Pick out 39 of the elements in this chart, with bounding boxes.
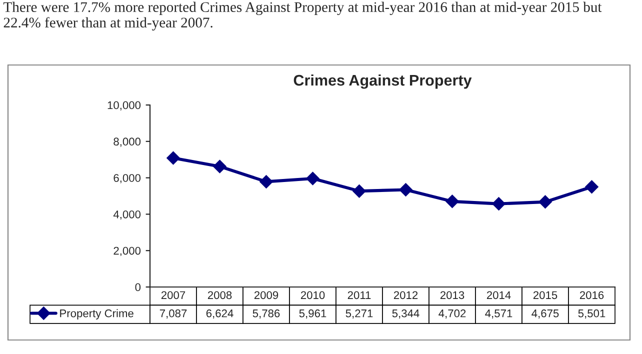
chart-title: Crimes Against Property — [294, 74, 472, 89]
x-tick-label: 2011 — [348, 291, 371, 300]
x-tick-label: 2010 — [300, 291, 325, 300]
point — [260, 175, 273, 188]
data-label: 5,501 — [578, 309, 606, 319]
x-tick-label: 2014 — [486, 291, 511, 300]
y-tick-label: 4,000 — [113, 210, 141, 220]
x-tick-label: 2009 — [254, 291, 278, 300]
point — [538, 195, 552, 209]
data-label: 4,702 — [438, 309, 466, 319]
legend-label: Property Crime — [60, 309, 134, 320]
point — [585, 180, 598, 194]
point — [399, 183, 412, 196]
x-tick-label: 2008 — [208, 291, 232, 300]
x-tick-label: 2016 — [580, 291, 604, 300]
y-tick-label: 2,000 — [114, 246, 141, 256]
data-label: 6,624 — [206, 309, 234, 319]
data-label: 5,786 — [252, 309, 280, 319]
point — [492, 197, 506, 210]
data-label: 4,571 — [485, 310, 512, 319]
x-tick-label: 2013 — [440, 291, 464, 300]
y-tick-label: 0 — [135, 283, 141, 292]
data-label: 5,961 — [299, 309, 326, 319]
data-label: 7,087 — [160, 309, 187, 319]
point — [306, 172, 320, 186]
data-label: 5,271 — [346, 309, 373, 319]
x-tick-label: 2015 — [533, 291, 558, 300]
text: There were 17.7% more reported Crimes Against Property at mid-year 2016 than at mid-year 2015 but 22.4% fewer than at mid-year 2007. — [3, 2, 602, 31]
y-tick-label: 8,000 — [114, 138, 141, 147]
point — [446, 194, 459, 208]
point — [213, 160, 226, 174]
x-tick-label: 2012 — [394, 291, 418, 300]
x-tick-label: 2007 — [161, 291, 186, 300]
y-tick-label: 6,000 — [114, 174, 141, 184]
data-label: 5,344 — [392, 309, 420, 319]
point — [352, 184, 366, 198]
data-label: 4,675 — [532, 309, 559, 319]
y-tick-label: 10,000 — [108, 101, 141, 110]
point — [166, 151, 180, 165]
